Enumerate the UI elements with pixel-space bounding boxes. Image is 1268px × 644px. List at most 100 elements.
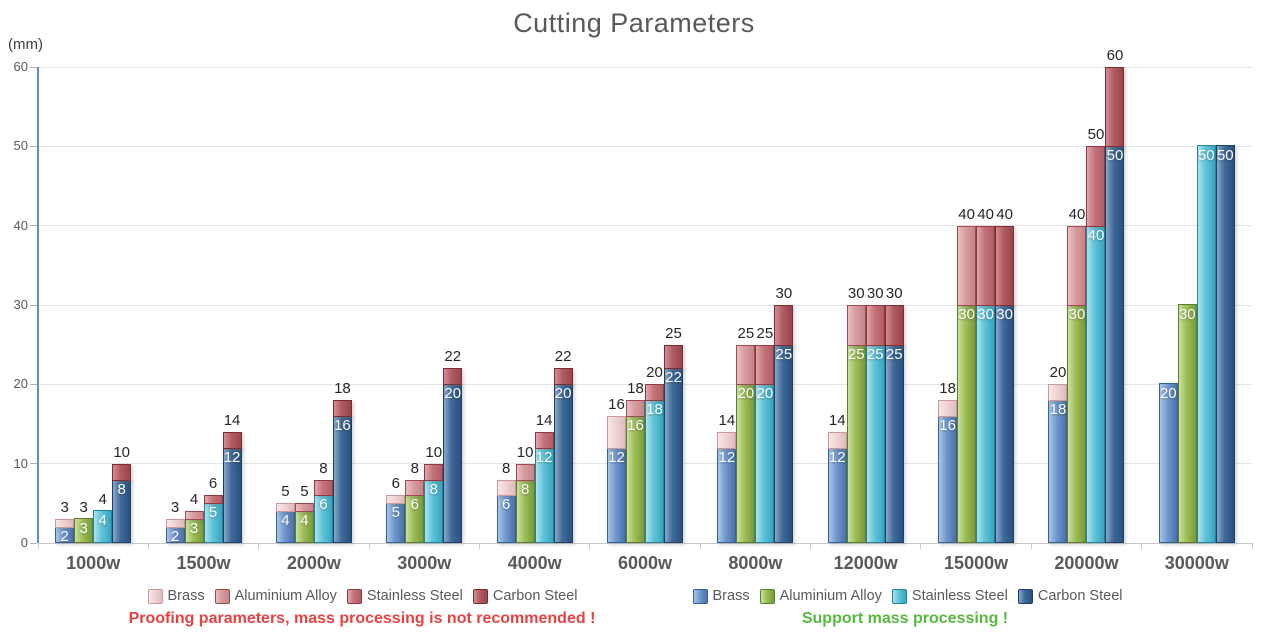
bar-segment-mass-aluminium-alloy: 3 bbox=[74, 518, 94, 543]
bar-segment-mass-brass: 6 bbox=[496, 494, 516, 543]
bar-value-label: 3 bbox=[79, 520, 88, 538]
x-axis-tick bbox=[1251, 543, 1253, 549]
bar-segment-mass-stainless-steel: 5 bbox=[203, 502, 223, 543]
bar-total-label: 3 bbox=[60, 499, 69, 517]
bar-segment-mass-brass: 5 bbox=[386, 502, 406, 543]
y-axis-tick-label: 10 bbox=[13, 455, 28, 471]
bar-segment-proofing-aluminium-alloy bbox=[184, 511, 204, 521]
y-axis-tick bbox=[30, 66, 37, 68]
gridline bbox=[38, 66, 1252, 68]
bar-total-label: 50 bbox=[1087, 126, 1105, 144]
bar-segment-proofing-stainless-steel bbox=[424, 463, 444, 481]
bar-segment-mass-stainless-steel: 4 bbox=[93, 510, 113, 543]
x-axis-tick bbox=[589, 543, 591, 549]
bar-value-label: 30 bbox=[1068, 306, 1086, 323]
bar-segment-proofing-brass bbox=[165, 519, 185, 529]
gridline bbox=[38, 225, 1252, 227]
x-axis-tick bbox=[1141, 543, 1143, 549]
bar-segment-mass-brass: 18 bbox=[1048, 399, 1068, 543]
x-axis-tick bbox=[920, 543, 922, 549]
bar-value-label: 25 bbox=[847, 345, 865, 363]
legend-item-label: Aluminium Alloy bbox=[234, 588, 337, 604]
bar-total-label: 22 bbox=[554, 348, 572, 366]
bar-value-label: 30 bbox=[977, 306, 994, 323]
y-axis-tick-label: 20 bbox=[13, 376, 28, 392]
bar-segment-proofing-carbon-steel bbox=[884, 305, 904, 346]
bar-value-label: 5 bbox=[391, 504, 400, 522]
bar-value-label: 50 bbox=[1197, 147, 1215, 165]
x-axis-tick bbox=[478, 543, 480, 549]
bar-total-label: 25 bbox=[665, 324, 682, 342]
x-axis-tick bbox=[258, 543, 260, 549]
bar-segment-mass-carbon-steel: 8 bbox=[112, 478, 132, 543]
bar-value-label: 12 bbox=[223, 448, 241, 466]
bar-total-label: 40 bbox=[996, 205, 1013, 223]
bar-segment-proofing-carbon-steel bbox=[664, 344, 683, 370]
bar-value-label: 18 bbox=[646, 401, 663, 419]
x-axis-tick bbox=[37, 543, 39, 549]
bar-total-label: 14 bbox=[828, 411, 846, 429]
bar-total-label: 8 bbox=[410, 459, 419, 477]
legend-item-label: Stainless Steel bbox=[366, 588, 463, 604]
bar-segment-proofing-stainless-steel bbox=[203, 495, 223, 505]
bar-segment-proofing-brass bbox=[607, 416, 626, 449]
legend-swatch-icon bbox=[759, 588, 775, 604]
bar-total-label: 10 bbox=[516, 443, 534, 461]
bar-segment-mass-aluminium-alloy: 4 bbox=[294, 510, 314, 543]
legend-proofing: Brass Aluminium Alloy Stainless Steel Carbo… bbox=[100, 588, 625, 604]
bar-value-label: 4 bbox=[98, 512, 107, 530]
bar-value-label: 2 bbox=[60, 528, 69, 546]
bar-segment-mass-carbon-steel: 16 bbox=[332, 415, 352, 543]
legend-item-brass: Brass bbox=[692, 588, 750, 604]
bar-value-label: 16 bbox=[627, 417, 644, 435]
legend-item-aluminium-alloy: Aluminium Alloy bbox=[214, 588, 337, 604]
bar-total-label: 8 bbox=[501, 459, 511, 477]
bar-segment-mass-brass: 4 bbox=[275, 510, 295, 543]
bar-segment-proofing-carbon-steel bbox=[995, 225, 1015, 306]
x-axis-label: 4000w bbox=[507, 553, 562, 573]
x-axis-tick bbox=[1030, 543, 1032, 549]
bar-segment-proofing-carbon-steel bbox=[774, 305, 794, 346]
bar-total-label: 25 bbox=[756, 324, 774, 342]
bar-value-label: 6 bbox=[410, 496, 419, 514]
bar-value-label: 3 bbox=[189, 520, 199, 538]
bar-segment-mass-carbon-steel: 20 bbox=[553, 383, 573, 543]
bar-total-label: 3 bbox=[79, 499, 88, 517]
legend-item-stainless-steel: Stainless Steel bbox=[346, 588, 463, 604]
y-axis-tick bbox=[30, 145, 37, 147]
y-axis-unit-label: (mm) bbox=[8, 36, 43, 53]
bar-value-label: 20 bbox=[737, 385, 755, 403]
bar-segment-proofing-brass bbox=[827, 431, 847, 449]
bar-segment-mass-aluminium-alloy: 6 bbox=[405, 494, 425, 543]
x-axis-tick bbox=[368, 543, 370, 549]
caption-mass: Support mass processing ! bbox=[801, 610, 1009, 627]
y-axis-tick-label: 30 bbox=[13, 297, 28, 312]
bar-segment-mass-stainless-steel: 6 bbox=[313, 494, 333, 543]
bar-segment-mass-carbon-steel: 25 bbox=[884, 343, 904, 543]
x-axis-label: 2000w bbox=[286, 553, 341, 573]
legend-mass: Brass Aluminium Alloy Stainless Steel Carbo… bbox=[660, 588, 1155, 604]
bar-total-label: 40 bbox=[1068, 205, 1086, 223]
bar-total-label: 14 bbox=[535, 411, 553, 429]
bar-segment-proofing-carbon-steel bbox=[443, 368, 463, 386]
gridline bbox=[38, 383, 1252, 385]
legend-swatch-icon bbox=[147, 588, 163, 604]
bar-segment-proofing-brass bbox=[275, 503, 295, 513]
bar-value-label: 16 bbox=[334, 417, 351, 435]
bar-segment-mass-aluminium-alloy: 20 bbox=[736, 383, 756, 543]
bar-total-label: 16 bbox=[608, 396, 625, 414]
bar-segment-mass-brass: 2 bbox=[55, 526, 75, 546]
bar-total-label: 20 bbox=[1049, 364, 1067, 382]
legend-item-carbon-steel: Carbon Steel bbox=[1017, 588, 1123, 604]
chart-title: Cutting Parameters bbox=[513, 8, 755, 38]
bar-total-label: 20 bbox=[646, 364, 663, 382]
bar-value-label: 30 bbox=[958, 306, 975, 323]
bar-segment-proofing-brass bbox=[386, 495, 406, 505]
bar-value-label: 12 bbox=[535, 448, 553, 466]
legend-item-label: Carbon Steel bbox=[1037, 588, 1123, 604]
bar-total-label: 22 bbox=[444, 348, 462, 366]
bar-value-label: 20 bbox=[1159, 385, 1177, 403]
bar-segment-mass-carbon-steel: 25 bbox=[774, 343, 794, 543]
y-axis-tick-label: 40 bbox=[13, 217, 28, 233]
